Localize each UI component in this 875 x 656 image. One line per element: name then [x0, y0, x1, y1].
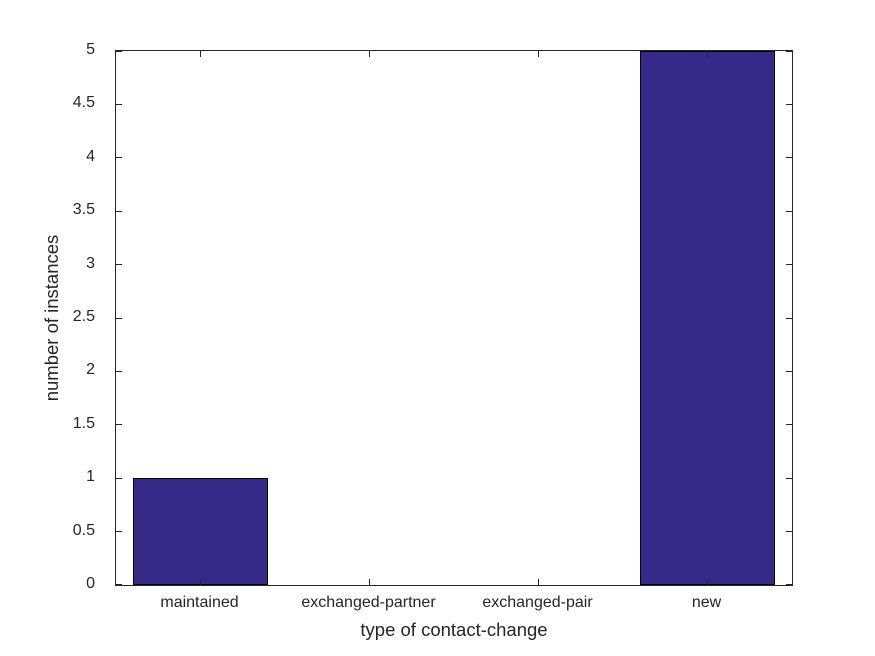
y-tick-label: 0 — [86, 575, 95, 592]
y-tick-mark — [786, 210, 792, 212]
y-tick-label: 2.5 — [72, 308, 95, 325]
y-tick-mark — [786, 317, 792, 319]
y-tick-label: 4.5 — [72, 94, 95, 112]
x-tick-mark — [200, 579, 201, 585]
y-tick-mark — [786, 51, 792, 52]
x-tick-mark — [200, 51, 201, 57]
x-tick-mark — [538, 51, 539, 57]
bar-new — [639, 51, 776, 585]
y-tick-label: 3.5 — [72, 201, 95, 219]
y-tick-mark — [786, 264, 792, 266]
y-tick-mark — [786, 584, 792, 585]
y-tick-mark — [116, 477, 122, 479]
y-tick-mark — [116, 210, 122, 212]
y-tick-mark — [786, 477, 792, 479]
bar-maintained — [132, 478, 269, 585]
y-tick-mark — [116, 317, 122, 319]
y-tick-label: 1.5 — [72, 414, 95, 432]
y-tick-mark — [116, 424, 122, 426]
y-tick-mark — [116, 584, 122, 585]
x-tick-label: new — [691, 594, 722, 611]
x-tick-label: maintained — [160, 594, 239, 611]
y-tick-mark — [786, 531, 792, 533]
y-tick-label: 5 — [86, 41, 95, 58]
x-tick-mark — [538, 579, 539, 585]
x-tick-mark — [707, 579, 708, 585]
y-tick-mark — [116, 370, 122, 372]
y-tick-label: 2 — [86, 361, 95, 379]
y-tick-mark — [116, 157, 122, 159]
x-tick-mark — [369, 51, 370, 57]
x-tick-mark — [707, 51, 708, 57]
y-tick-mark — [116, 264, 122, 266]
y-tick-mark — [116, 103, 122, 105]
x-tick-label: exchanged-pair — [482, 594, 593, 611]
y-tick-label: 1 — [86, 468, 95, 486]
y-tick-label: 3 — [86, 254, 95, 272]
y-axis-label: number of instances — [41, 234, 62, 402]
y-tick-mark — [786, 157, 792, 159]
y-tick-label: 0.5 — [72, 521, 95, 539]
y-tick-mark — [116, 531, 122, 533]
x-tick-label: exchanged-partner — [301, 594, 436, 611]
x-tick-mark — [369, 579, 370, 585]
plot-area — [115, 50, 793, 586]
y-tick-mark — [786, 424, 792, 426]
y-tick-mark — [786, 103, 792, 105]
x-axis-label: type of contact-change — [360, 619, 548, 640]
y-tick-label: 4 — [86, 147, 95, 165]
y-tick-mark — [786, 370, 792, 372]
y-tick-mark — [116, 51, 122, 52]
